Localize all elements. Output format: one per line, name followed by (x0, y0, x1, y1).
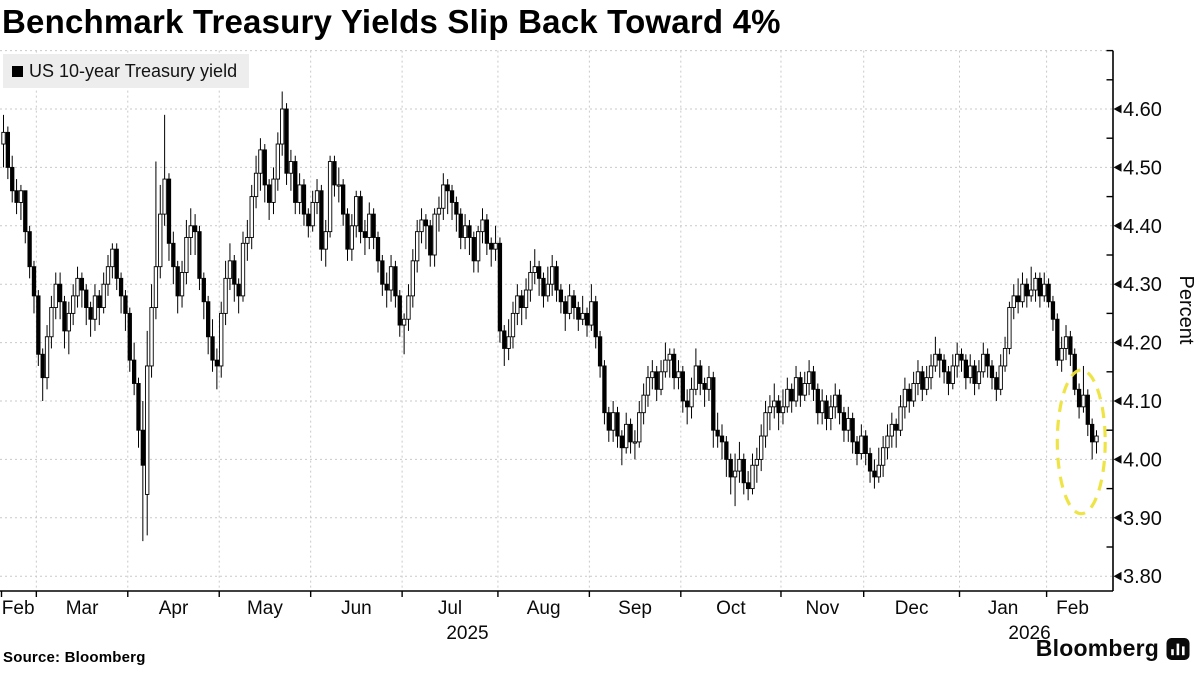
svg-text:4.00: 4.00 (1123, 449, 1162, 471)
svg-text:Oct: Oct (716, 598, 746, 619)
series-marker-icon (12, 65, 23, 77)
svg-text:2026: 2026 (1008, 623, 1050, 644)
svg-text:Nov: Nov (805, 598, 839, 619)
svg-text:3.80: 3.80 (1123, 566, 1162, 588)
svg-text:May: May (247, 598, 283, 619)
svg-text:4.20: 4.20 (1123, 333, 1162, 355)
page-title: Benchmark Treasury Yields Slip Back Towa… (2, 3, 781, 40)
svg-text:4.30: 4.30 (1123, 274, 1162, 296)
bloomberg-wordmark: Bloomberg (1035, 635, 1159, 661)
svg-text:Jan: Jan (988, 598, 1019, 619)
svg-text:Feb: Feb (2, 598, 35, 619)
svg-text:Feb: Feb (1056, 598, 1089, 619)
svg-text:3.90: 3.90 (1123, 508, 1162, 530)
svg-text:Apr: Apr (159, 598, 189, 619)
bloomberg-logo-icon (1166, 637, 1190, 660)
svg-text:4.10: 4.10 (1123, 391, 1162, 413)
svg-text:Percent: Percent (1175, 276, 1197, 345)
svg-text:Aug: Aug (527, 598, 561, 619)
svg-text:Jun: Jun (341, 598, 372, 619)
source-label: Source: Bloomberg (3, 649, 146, 666)
svg-text:Jul: Jul (438, 598, 462, 619)
svg-text:4.50: 4.50 (1123, 157, 1162, 179)
svg-text:4.40: 4.40 (1123, 216, 1162, 238)
svg-text:4.60: 4.60 (1123, 99, 1162, 121)
svg-text:Sep: Sep (618, 598, 652, 619)
svg-text:Dec: Dec (895, 598, 929, 619)
legend-label: US 10-year Treasury yield (29, 60, 238, 81)
svg-text:Mar: Mar (66, 598, 99, 619)
legend: US 10-year Treasury yield (3, 54, 250, 88)
svg-text:2025: 2025 (446, 623, 488, 644)
bloomberg-brand: Bloomberg (1036, 635, 1190, 662)
